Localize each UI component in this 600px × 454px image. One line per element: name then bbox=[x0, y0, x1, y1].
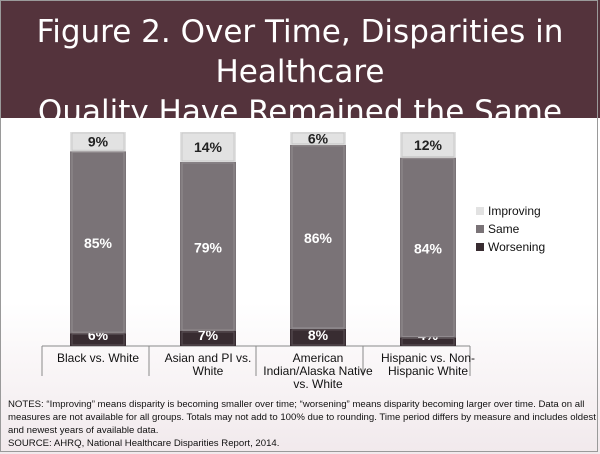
bar-bevel bbox=[71, 132, 125, 151]
bar-improving bbox=[290, 132, 346, 145]
x-tick-label: Black vs. White bbox=[57, 351, 139, 365]
bar-worsening bbox=[70, 333, 126, 346]
legend-swatch-improving bbox=[476, 207, 484, 215]
title-banner: Figure 2. Over Time, Disparities in Heal… bbox=[0, 0, 600, 130]
notes-block: NOTES: “Improving” means disparity is be… bbox=[8, 398, 596, 450]
bar-bevel bbox=[401, 132, 455, 158]
bar-bevel bbox=[401, 158, 455, 337]
legend-swatch-worsening bbox=[476, 243, 484, 251]
x-tick-label: White bbox=[193, 364, 224, 378]
bar-same bbox=[70, 151, 126, 334]
bar-improving bbox=[400, 132, 456, 158]
bar-improving bbox=[70, 132, 126, 152]
bar-bevel bbox=[71, 333, 125, 346]
bar-same bbox=[180, 161, 236, 332]
bar-same bbox=[290, 144, 346, 329]
data-label-same: 84% bbox=[414, 241, 443, 257]
bar-bevel bbox=[401, 337, 455, 346]
bar-bevel bbox=[181, 331, 235, 346]
x-tick-label: American bbox=[293, 351, 344, 365]
bar-same bbox=[400, 157, 456, 338]
bar-bevel bbox=[291, 132, 345, 145]
x-tick-label: Hispanic White bbox=[388, 364, 468, 378]
bar-bevel bbox=[71, 151, 125, 333]
legend-label-worsening: Worsening bbox=[488, 240, 545, 254]
data-label-improving: 9% bbox=[88, 134, 109, 150]
data-label-same: 79% bbox=[194, 239, 223, 255]
bar-bevel bbox=[291, 145, 345, 329]
legend-label-improving: Improving bbox=[488, 204, 541, 218]
notes-text: NOTES: “Improving” means disparity is be… bbox=[8, 399, 596, 436]
x-tick-label: Indian/Alaska Native bbox=[263, 364, 373, 378]
legend-label-same: Same bbox=[488, 222, 520, 236]
bar-bevel bbox=[181, 162, 235, 331]
title-line-1: Figure 2. Over Time, Disparities in Heal… bbox=[36, 14, 564, 90]
bar-bevel bbox=[181, 132, 235, 162]
x-tick-label: Asian and PI vs. bbox=[165, 351, 252, 365]
data-label-same: 86% bbox=[304, 230, 333, 246]
data-label-improving: 12% bbox=[414, 137, 443, 153]
x-tick-label: vs. White bbox=[293, 377, 343, 391]
data-label-same: 85% bbox=[84, 235, 113, 251]
data-label-worsening: 8% bbox=[308, 327, 329, 343]
data-label-improving: 14% bbox=[194, 139, 223, 155]
bar-improving bbox=[180, 132, 236, 162]
legend-swatch-same bbox=[476, 225, 484, 233]
data-label-improving: 6% bbox=[308, 130, 329, 146]
bar-worsening bbox=[180, 331, 236, 346]
x-tick-label: Hispanic vs. Non- bbox=[381, 351, 475, 365]
bar-worsening bbox=[290, 328, 346, 346]
source-text: SOURCE: AHRQ, National Healthcare Dispar… bbox=[8, 438, 280, 449]
bar-bevel bbox=[291, 329, 345, 346]
bar-worsening bbox=[400, 337, 456, 346]
